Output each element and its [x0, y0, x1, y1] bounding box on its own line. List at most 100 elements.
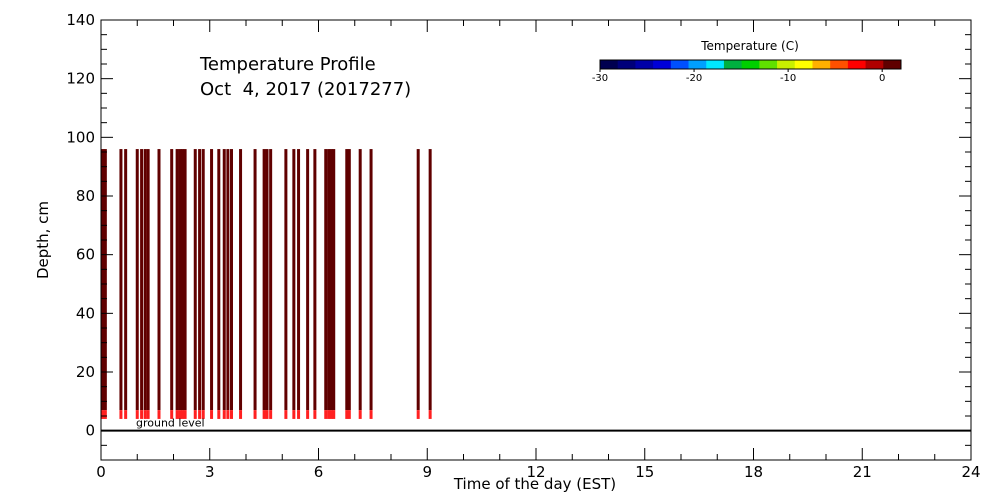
profile-bar-4-band-0: [135, 149, 139, 411]
ground-level-label: ground level: [136, 417, 205, 430]
x-tick-label-15: 15: [635, 463, 654, 481]
x-tick-label-0: 0: [96, 463, 106, 481]
x-tick-label-6: 6: [314, 463, 324, 481]
profile-bar-5-band-1: [140, 410, 144, 419]
profile-bar-1-band-1: [103, 410, 107, 419]
profile-bar-2-band-1: [119, 410, 123, 419]
profile-bar-0-band-1: [101, 410, 105, 419]
colorbar-swatch-1: [617, 60, 636, 69]
colorbar-swatch-6: [706, 60, 725, 69]
x-tick-label-3: 3: [205, 463, 215, 481]
profile-bar-41-band-0: [428, 149, 432, 411]
profile-bar-29-band-1: [297, 410, 301, 419]
profile-bar-6-band-1: [143, 410, 147, 419]
profile-bar-14-band-1: [193, 410, 197, 419]
chart-title-line2: Oct 4, 2017 (2017277): [200, 79, 411, 100]
colorbar-swatch-14: [847, 60, 867, 69]
profile-bar-7-band-1: [146, 410, 150, 419]
profile-bar-10-band-1: [175, 410, 179, 419]
profile-bar-19-band-0: [222, 149, 226, 411]
profile-bar-33-band-0: [327, 149, 331, 411]
profile-bar-30-band-0: [306, 149, 310, 411]
profile-bar-26-band-0: [269, 149, 273, 411]
y-tick-label-140: 140: [66, 11, 95, 29]
colorbar-swatch-10: [777, 60, 796, 69]
profile-bar-39-band-1: [369, 410, 373, 419]
profile-bar-20-band-1: [226, 410, 230, 419]
profile-bar-19-band-1: [222, 410, 226, 419]
profile-bar-38-band-1: [358, 410, 362, 419]
colorbar-tick-label--20: -20: [686, 73, 702, 84]
colorbar-swatch-13: [830, 60, 849, 69]
profile-bar-15-band-0: [198, 149, 202, 411]
profile-bar-16-band-0: [201, 149, 205, 411]
profile-bar-8-band-0: [157, 149, 161, 411]
colorbar-swatch-5: [688, 60, 707, 69]
profile-bar-34-band-1: [329, 410, 333, 419]
profile-bar-5-band-0: [140, 149, 144, 411]
colorbar-border: [599, 59, 902, 70]
profile-bar-35-band-1: [332, 410, 336, 419]
profile-bar-29-band-0: [297, 149, 301, 411]
x-tick-label-9: 9: [422, 463, 432, 481]
profile-bar-22-band-1: [239, 410, 243, 419]
y-tick-label-20: 20: [76, 363, 95, 381]
profile-bar-4-band-1: [135, 410, 139, 419]
x-tick-label-21: 21: [853, 463, 872, 481]
profile-bar-13-band-1: [183, 410, 187, 419]
x-axis-ticks: 0 3 6 9 12 15 18 21 24: [96, 20, 981, 481]
y-tick-label-40: 40: [76, 304, 95, 322]
x-tick-label-18: 18: [744, 463, 763, 481]
colorbar-swatch-2: [635, 60, 654, 69]
profile-bar-17-band-1: [210, 410, 214, 419]
profile-bar-28-band-1: [292, 410, 296, 419]
profile-bar-33-band-1: [327, 410, 331, 419]
profile-bar-11-band-1: [178, 410, 182, 419]
profile-bar-9-band-0: [170, 149, 174, 411]
profile-bar-32-band-0: [324, 149, 328, 411]
profile-bar-6-band-0: [143, 149, 147, 411]
x-tick-label-24: 24: [961, 463, 980, 481]
profile-bar-25-band-0: [265, 149, 269, 411]
colorbar-tick-label--10: -10: [780, 73, 796, 84]
profile-bar-28-band-0: [292, 149, 296, 411]
profile-bar-40-band-1: [416, 410, 420, 419]
profile-bar-24-band-0: [262, 149, 266, 411]
profile-bar-30-band-1: [306, 410, 310, 419]
colorbar-swatch-7: [723, 60, 743, 69]
profile-bar-37-band-1: [347, 410, 351, 419]
y-tick-label-0: 0: [85, 422, 95, 440]
profile-bar-8-band-1: [157, 410, 161, 419]
profile-bar-32-band-1: [324, 410, 328, 419]
x-axis-label: Time of the day (EST): [453, 475, 616, 493]
colorbar-swatch-11: [794, 60, 813, 69]
profile-bar-16-band-1: [201, 410, 205, 419]
profile-bar-1-band-0: [103, 149, 107, 411]
profile-bar-35-band-0: [332, 149, 336, 411]
profile-bar-20-band-0: [226, 149, 230, 411]
profile-bar-9-band-1: [170, 410, 174, 419]
profile-bar-25-band-1: [265, 410, 269, 419]
chart-title-line1: Temperature Profile: [199, 54, 376, 75]
profile-bar-12-band-0: [181, 149, 185, 411]
colorbar-title: Temperature (C): [700, 39, 799, 53]
profile-bar-14-band-0: [193, 149, 197, 411]
profile-bar-27-band-1: [284, 410, 288, 419]
profile-bar-31-band-1: [313, 410, 317, 419]
profile-bar-3-band-1: [124, 410, 128, 419]
profile-bar-13-band-0: [183, 149, 187, 411]
colorbar-swatch-0: [600, 60, 619, 69]
profile-bar-18-band-0: [217, 149, 221, 411]
profile-bar-39-band-0: [369, 149, 373, 411]
colorbar-swatch-8: [741, 60, 760, 69]
profile-bar-23-band-0: [253, 149, 257, 411]
profile-bar-21-band-0: [230, 149, 233, 411]
profile-bar-11-band-0: [178, 149, 182, 411]
profile-bars-layer: [101, 149, 432, 419]
colorbar-tick-label-0: 0: [879, 73, 885, 84]
profile-bar-24-band-1: [262, 410, 266, 419]
y-tick-label-60: 60: [76, 246, 95, 264]
colorbar-tick-label--30: -30: [592, 73, 608, 84]
y-axis-label: Depth, cm: [34, 201, 52, 279]
